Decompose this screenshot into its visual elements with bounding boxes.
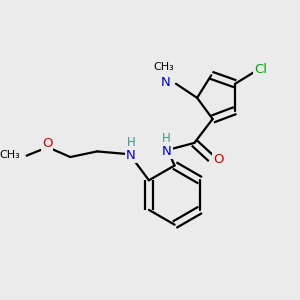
Text: Cl: Cl	[254, 63, 267, 76]
Text: O: O	[213, 153, 224, 167]
Text: N: N	[161, 76, 171, 89]
Text: H: H	[128, 136, 136, 149]
Text: N: N	[162, 145, 172, 158]
Text: CH₃: CH₃	[0, 150, 20, 160]
Text: O: O	[42, 137, 52, 150]
Text: N: N	[126, 149, 136, 162]
Text: CH₃: CH₃	[153, 62, 174, 72]
Text: H: H	[162, 132, 170, 145]
